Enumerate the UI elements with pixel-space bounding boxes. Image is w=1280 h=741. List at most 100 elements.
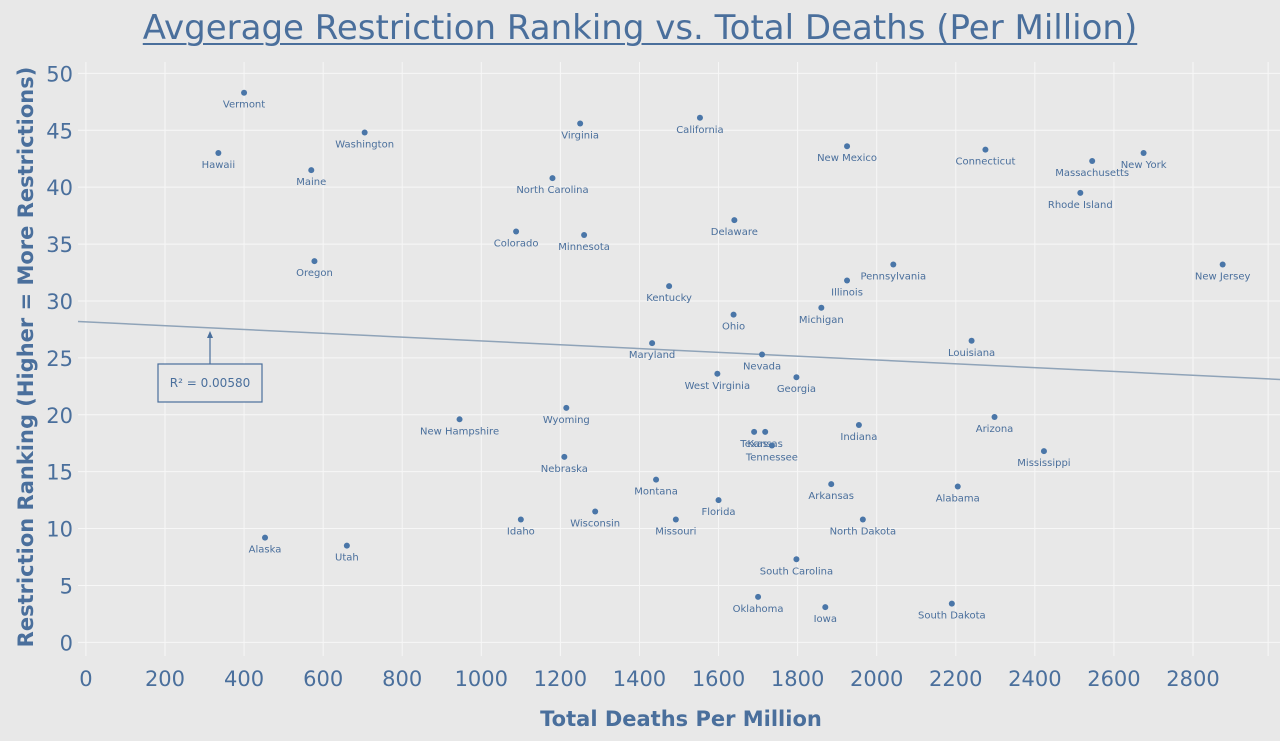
data-point[interactable] — [751, 428, 758, 435]
x-tick-label: 1600 — [692, 667, 745, 691]
y-tick-label: 30 — [46, 290, 73, 314]
data-point[interactable] — [818, 304, 825, 311]
data-point-label: New Mexico — [817, 153, 877, 164]
data-point[interactable] — [696, 114, 703, 121]
x-tick-label: 1200 — [534, 667, 587, 691]
data-point-label: Indiana — [840, 432, 877, 443]
data-point[interactable] — [456, 416, 463, 423]
chart-title: Avgerage Restriction Ranking vs. Total D… — [142, 8, 1138, 48]
x-tick-label: 1400 — [613, 667, 666, 691]
data-point[interactable] — [241, 89, 248, 96]
r2-text: R² = 0.00580 — [170, 376, 250, 390]
x-tick-label: 2400 — [1008, 667, 1061, 691]
data-point[interactable] — [577, 120, 584, 127]
data-point[interactable] — [968, 337, 975, 344]
x-tick-label: 2800 — [1166, 667, 1219, 691]
data-point[interactable] — [513, 228, 520, 235]
data-point[interactable] — [561, 453, 568, 460]
x-tick-label: 1000 — [455, 667, 508, 691]
data-point[interactable] — [1040, 448, 1047, 455]
data-point[interactable] — [262, 534, 269, 541]
data-point[interactable] — [311, 258, 318, 265]
data-point-label: Iowa — [814, 614, 837, 625]
data-point[interactable] — [731, 217, 738, 224]
data-point-label: South Carolina — [760, 566, 833, 577]
data-point[interactable] — [793, 556, 800, 563]
data-point[interactable] — [793, 374, 800, 381]
data-point[interactable] — [215, 150, 222, 157]
r2-arrowhead — [207, 331, 213, 338]
x-tick-label: 600 — [303, 667, 343, 691]
data-point[interactable] — [1140, 150, 1147, 157]
data-point[interactable] — [361, 129, 368, 136]
data-point-label: Louisiana — [948, 348, 995, 359]
data-point[interactable] — [308, 167, 315, 174]
data-point-label: Minnesota — [558, 242, 610, 253]
data-point[interactable] — [982, 146, 989, 153]
data-point-label: New Jersey — [1195, 272, 1251, 283]
trendline-group — [77, 320, 1280, 381]
data-point[interactable] — [762, 428, 769, 435]
data-point-label: Michigan — [799, 315, 844, 326]
data-point-label: Arizona — [976, 424, 1014, 435]
data-point[interactable] — [844, 277, 851, 284]
data-point[interactable] — [715, 497, 722, 504]
x-tick-label: 800 — [382, 667, 422, 691]
data-point[interactable] — [549, 175, 556, 182]
data-point-label: Texas — [739, 439, 768, 450]
data-point[interactable] — [991, 414, 998, 421]
data-point[interactable] — [822, 604, 829, 611]
data-point-label: Arkansas — [808, 491, 854, 502]
y-tick-label: 0 — [60, 631, 73, 655]
r2-annotation[interactable]: R² = 0.00580 — [157, 331, 263, 403]
data-point[interactable] — [672, 516, 679, 523]
data-point[interactable] — [890, 261, 897, 268]
data-point[interactable] — [653, 476, 660, 483]
data-point-label: New York — [1121, 160, 1167, 171]
data-point[interactable] — [844, 143, 851, 150]
data-point[interactable] — [1077, 189, 1084, 196]
x-tick-label: 200 — [145, 667, 185, 691]
x-tick-label: 2000 — [850, 667, 903, 691]
data-point[interactable] — [592, 508, 599, 515]
data-point[interactable] — [948, 600, 955, 607]
data-point[interactable] — [649, 340, 656, 347]
data-point[interactable] — [343, 542, 350, 549]
data-point-label: Pennsylvania — [860, 272, 926, 283]
data-point[interactable] — [828, 481, 835, 488]
trendline — [77, 320, 1280, 381]
grid — [78, 62, 1280, 656]
data-point-label: South Dakota — [918, 611, 986, 622]
data-points: Vermont Hawaii Washington Maine Oregon Alaska… — [202, 89, 1251, 625]
data-point[interactable] — [563, 404, 570, 411]
data-point-label: North Carolina — [516, 185, 588, 196]
data-point-label: Wyoming — [543, 415, 590, 426]
data-point[interactable] — [759, 351, 766, 358]
data-point-label: North Dakota — [830, 526, 897, 537]
data-point-label: Colorado — [494, 239, 539, 250]
data-point[interactable] — [730, 311, 737, 318]
data-point-label: Massachusetts — [1055, 168, 1129, 179]
data-point[interactable] — [755, 593, 762, 600]
data-point-label: California — [676, 125, 724, 136]
data-point[interactable] — [666, 283, 673, 290]
data-point[interactable] — [859, 516, 866, 523]
data-point-label: West Virginia — [685, 381, 750, 392]
data-point[interactable] — [714, 370, 721, 377]
data-point-label: Alaska — [249, 545, 282, 556]
data-point[interactable] — [581, 231, 588, 238]
y-tick-label: 5 — [60, 574, 73, 598]
data-point-label: Oregon — [296, 268, 333, 279]
y-tick-label: 40 — [46, 176, 73, 200]
data-point[interactable] — [1219, 261, 1226, 268]
x-tick-label: 400 — [224, 667, 264, 691]
x-tick-label: 2200 — [929, 667, 982, 691]
data-point[interactable] — [1089, 158, 1096, 164]
data-point[interactable] — [954, 483, 961, 490]
data-point-label: Ohio — [722, 322, 745, 333]
data-point-label: Oklahoma — [733, 604, 784, 615]
data-point[interactable] — [517, 516, 524, 523]
data-point[interactable] — [768, 442, 775, 449]
data-point[interactable] — [855, 422, 862, 428]
data-point-label: Delaware — [711, 227, 758, 238]
